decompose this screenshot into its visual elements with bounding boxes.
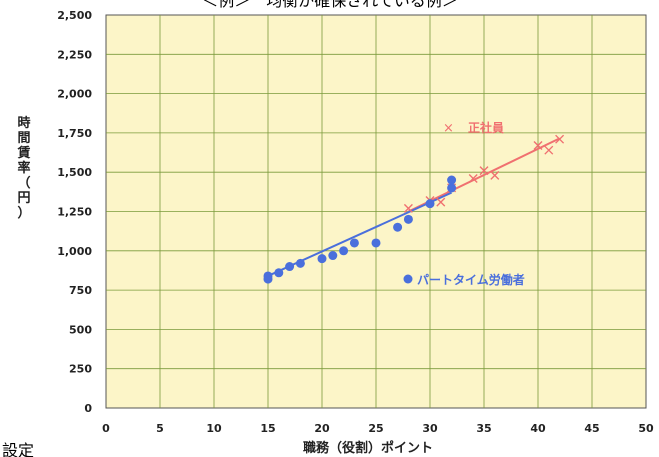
- y-tick-labels: 0 250 500 750 1,000 1,250 1,500 1,750 2,000 2,250…: [57, 9, 92, 415]
- point-part: [264, 271, 273, 280]
- y-tick-label: 2,000: [57, 88, 92, 101]
- x-tick-label: 45: [584, 422, 599, 435]
- point-part: [285, 262, 294, 271]
- y-tick-label: 750: [69, 284, 92, 297]
- y-tick-label: 1,250: [57, 206, 92, 219]
- y-tick-label: 0: [84, 402, 92, 415]
- point-part: [372, 238, 381, 247]
- x-tick-label: 20: [314, 422, 330, 435]
- y-tick-label: 2,500: [57, 9, 92, 22]
- legend-seishain: × 正社員: [443, 120, 504, 136]
- point-part: [318, 254, 327, 263]
- y-tick-label: 1,000: [57, 245, 92, 258]
- header-caption: ＜例＞ 均衡が確保されている例＞: [202, 0, 458, 10]
- point-part: [393, 223, 402, 232]
- x-tick-label: 30: [422, 422, 438, 435]
- x-tick-label: 15: [260, 422, 275, 435]
- point-part: [404, 215, 413, 224]
- legend-marker-x: ×: [443, 121, 454, 136]
- x-tick-labels: 0 5 10 15 20 25 30 35 40 45 50: [102, 422, 654, 435]
- legend-part: パートタイム労働者: [404, 272, 525, 287]
- point-part: [426, 199, 435, 208]
- y-tick-label: 2,250: [57, 48, 92, 61]
- point-part: [339, 246, 348, 255]
- y-axis-title: 時間賃率（円）: [16, 115, 30, 221]
- point-part: [328, 251, 337, 260]
- x-tick-label: 50: [638, 422, 654, 435]
- x-tick-label: 0: [102, 422, 110, 435]
- y-tick-label: 250: [69, 363, 92, 376]
- y-tick-label: 500: [69, 323, 92, 336]
- x-tick-label: 40: [530, 422, 546, 435]
- x-tick-label: 25: [368, 422, 383, 435]
- legend-label-seishain: 正社員: [468, 120, 504, 135]
- point-part: [296, 259, 305, 268]
- x-tick-label: 5: [156, 422, 164, 435]
- x-tick-label: 35: [476, 422, 491, 435]
- legend-marker-circle: [404, 275, 413, 284]
- point-part: [447, 176, 456, 185]
- point-part: [350, 238, 359, 247]
- x-axis-title: 職務（役割）ポイント: [303, 440, 433, 456]
- x-tick-label: 10: [206, 422, 222, 435]
- point-part: [274, 268, 283, 277]
- y-tick-label: 1,500: [57, 166, 92, 179]
- point-part: [447, 183, 456, 192]
- legend-label-part: パートタイム労働者: [417, 272, 525, 287]
- y-tick-label: 1,750: [57, 127, 92, 140]
- footer-caption: 設定: [2, 441, 34, 457]
